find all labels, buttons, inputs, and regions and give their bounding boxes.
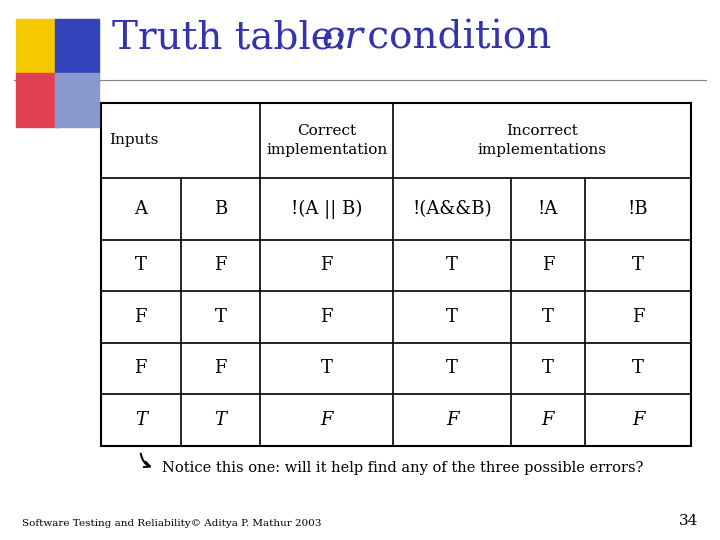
Text: F: F xyxy=(320,308,333,326)
Text: !B: !B xyxy=(628,200,649,218)
Text: Software Testing and Reliability© Aditya P. Mathur 2003: Software Testing and Reliability© Aditya… xyxy=(22,519,321,528)
Text: F: F xyxy=(320,411,333,429)
Text: Incorrect
implementations: Incorrect implementations xyxy=(477,124,607,157)
Text: F: F xyxy=(135,359,147,377)
Text: F: F xyxy=(135,308,147,326)
Text: T: T xyxy=(446,256,458,274)
Text: !(A || B): !(A || B) xyxy=(291,199,362,219)
Text: 34: 34 xyxy=(679,514,698,528)
Text: T: T xyxy=(446,359,458,377)
Text: F: F xyxy=(632,411,644,429)
Text: T: T xyxy=(542,308,554,326)
Text: T: T xyxy=(135,256,147,274)
Text: F: F xyxy=(320,256,333,274)
Text: or: or xyxy=(322,19,364,57)
Text: F: F xyxy=(541,256,554,274)
Text: T: T xyxy=(446,308,458,326)
Text: F: F xyxy=(214,359,227,377)
Text: Truth table:: Truth table: xyxy=(112,19,359,57)
Text: condition: condition xyxy=(355,19,552,57)
Text: T: T xyxy=(215,411,226,429)
Text: F: F xyxy=(632,308,644,326)
Text: T: T xyxy=(320,359,333,377)
Text: F: F xyxy=(214,256,227,274)
Text: T: T xyxy=(542,359,554,377)
Text: !(A&&B): !(A&&B) xyxy=(413,200,492,218)
Text: Inputs: Inputs xyxy=(109,133,159,147)
Text: Correct
implementation: Correct implementation xyxy=(266,124,387,157)
Text: T: T xyxy=(632,359,644,377)
Text: A: A xyxy=(134,200,147,218)
Text: T: T xyxy=(215,308,226,326)
Text: T: T xyxy=(135,411,147,429)
Text: F: F xyxy=(446,411,459,429)
Text: F: F xyxy=(541,411,554,429)
Text: B: B xyxy=(214,200,227,218)
Text: Notice this one: will it help find any of the three possible errors?: Notice this one: will it help find any o… xyxy=(162,461,644,475)
Text: !A: !A xyxy=(538,200,558,218)
Text: T: T xyxy=(632,256,644,274)
